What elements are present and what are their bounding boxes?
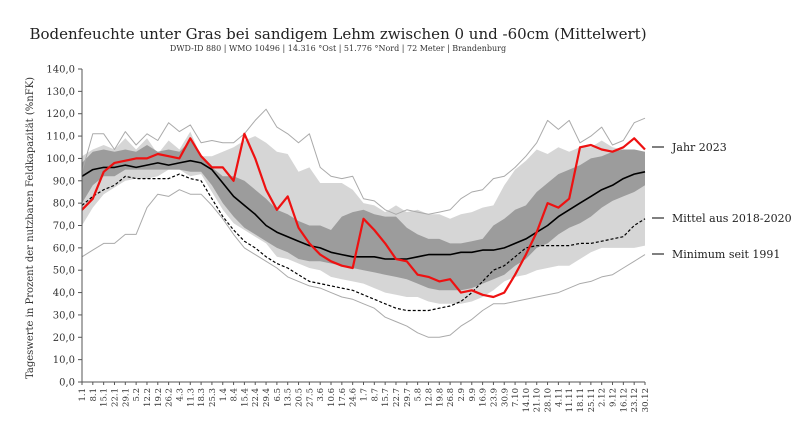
x-tick-label: 25.11 [587,388,597,412]
x-tick-label: 11.11 [565,388,575,412]
x-tick-label: 30.9 [500,388,510,407]
minimum-line [81,189,646,338]
y-tick-label: 90,0 [53,176,75,187]
x-tick-label: 26.2 [165,388,175,407]
y-tick-label: 80,0 [53,199,75,210]
x-tick-label: 30.12 [641,388,651,412]
x-tick-label: 15.4 [240,388,250,407]
x-tick-label: 22.7 [392,388,402,407]
x-tick-label: 25.3 [208,388,218,407]
x-tick-label: 24.6 [349,388,359,407]
x-tick-label: 18.11 [576,388,586,412]
x-tick-label: 2.12 [598,388,608,407]
x-tick-label: 29.4 [262,388,272,407]
x-tick-label: 22.1 [110,388,120,407]
x-tick-label: 4.11 [554,388,564,407]
x-tick-label: 4.3 [175,388,185,402]
x-tick-label: 9.12 [609,388,619,407]
x-tick-label: 5.8 [414,388,424,402]
y-tick-label: 60,0 [53,243,75,254]
x-tick-label: 15.1 [100,388,110,407]
legend-year-2023: Jahr 2023 [671,141,727,154]
x-tick-label: 15.7 [381,388,391,407]
legend-group: Jahr 2023 Mittel aus 2018-2020 Minimum sei… [652,141,792,261]
x-tick-label: 5.2 [132,388,142,402]
x-tick-label: 16.12 [619,388,629,412]
y-tick-label: 50,0 [53,266,75,277]
x-tick-label: 28.10 [544,388,554,412]
x-tick-label: 1.4 [219,388,229,402]
x-tick-label: 29.1 [121,388,131,407]
x-tick-label: 23.9 [489,388,499,407]
y-tick-label: 70,0 [53,221,75,232]
x-tick-label: 23.12 [630,388,640,412]
y-tick-label: 10,0 [53,355,75,366]
y-tick-label: 130,0 [46,87,75,98]
y-tick-label: 120,0 [46,109,75,120]
x-tick-label: 22.4 [251,388,261,407]
x-tick-label: 1.1 [78,388,88,402]
y-tick-label: 110,0 [46,132,75,143]
x-tick-label: 17.6 [338,388,348,407]
chart-subtitle: DWD-ID 880 | WMO 10496 | 14.316 °Ost | 5… [170,44,506,53]
y-axis-label: Tageswerte in Prozent der nutzbaren Feld… [25,77,36,379]
x-tick-label: 21.10 [533,388,543,412]
x-tick-label: 2.9 [457,388,467,402]
x-tick-label: 20.5 [295,388,305,407]
x-tick-label: 3.6 [316,388,326,402]
chart-title: Bodenfeuchte unter Gras bei sandigem Leh… [29,25,646,43]
x-tick-label: 19.2 [154,388,164,407]
x-tick-label: 16.9 [479,388,489,407]
y-ticks-group: 0,0 10,0 20,0 30,0 40,0 50,0 60,0 70,0 80,0 90,0 1… [46,65,82,389]
mean-2018-2020-line [81,159,646,260]
x-tick-label: 7.10 [511,388,521,407]
lines-group [81,108,646,338]
x-tick-label: 9.9 [468,388,478,402]
band-dark [82,140,645,291]
x-tick-label: 26.8 [446,388,456,407]
y-tick-label: 0,0 [59,378,75,389]
y-tick-label: 140,0 [46,65,75,76]
y-tick-label: 20,0 [53,333,75,344]
x-tick-label: 12.8 [424,388,434,407]
year-2023-line [81,132,646,299]
x-tick-label: 11.3 [186,388,196,407]
legend-mean-2018-2020: Mittel aus 2018-2020 [672,212,792,225]
y-tick-label: 40,0 [53,288,75,299]
x-tick-label: 29.7 [403,388,413,407]
x-tick-label: 10.6 [327,388,337,407]
x-tick-label: 13.5 [284,388,294,407]
maximum-line [81,108,646,215]
bands-group [82,131,645,304]
x-ticks-group: 1.1 8.1 15.1 22.1 29.1 5.2 12.2 19.2 26.2 4.3 11.3… [78,382,651,412]
x-tick-label: 1.7 [360,388,370,402]
x-tick-label: 19.8 [435,388,445,407]
y-tick-label: 100,0 [46,154,75,165]
x-tick-label: 27.5 [305,388,315,407]
x-tick-label: 14.10 [522,388,532,412]
x-tick-label: 8.4 [230,388,240,402]
x-tick-label: 6.5 [273,388,283,402]
legend-minimum-since-1991: Minimum seit 1991 [672,248,780,261]
x-tick-label: 12.2 [143,388,153,407]
x-tick-label: 18.3 [197,388,207,407]
x-tick-label: 8.7 [370,388,380,402]
minimum-since-1991-line [81,173,646,312]
y-tick-label: 30,0 [53,310,75,321]
x-tick-label: 8.1 [89,388,99,402]
